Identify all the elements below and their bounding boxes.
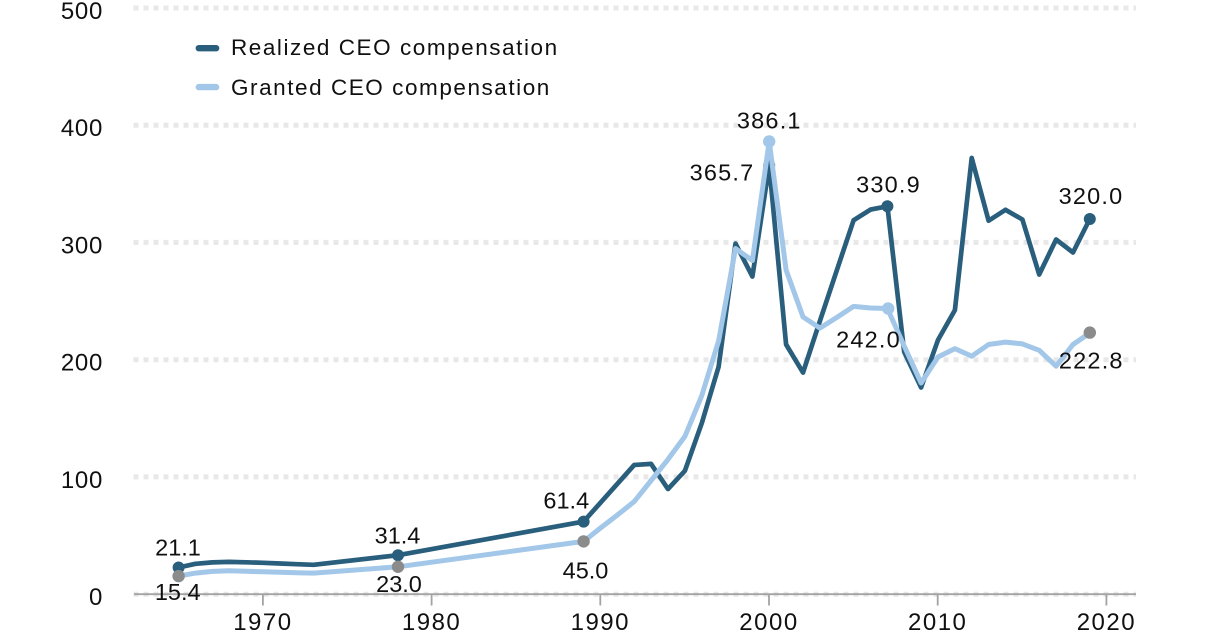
svg-text:21.1: 21.1 bbox=[155, 535, 201, 561]
svg-text:23.0: 23.0 bbox=[376, 571, 422, 597]
svg-text:200: 200 bbox=[61, 350, 103, 377]
svg-text:2020: 2020 bbox=[1077, 609, 1136, 636]
svg-text:222.8: 222.8 bbox=[1059, 348, 1124, 374]
svg-text:242.0: 242.0 bbox=[836, 327, 901, 353]
svg-text:15.4: 15.4 bbox=[155, 579, 201, 605]
svg-text:2010: 2010 bbox=[908, 609, 967, 636]
svg-text:Realized CEO compensation: Realized CEO compensation bbox=[231, 35, 559, 60]
svg-text:1970: 1970 bbox=[233, 609, 292, 636]
svg-text:320.0: 320.0 bbox=[1059, 183, 1124, 209]
svg-text:31.4: 31.4 bbox=[375, 523, 421, 549]
svg-text:400: 400 bbox=[61, 115, 103, 142]
svg-text:0: 0 bbox=[89, 584, 103, 611]
svg-text:365.7: 365.7 bbox=[690, 160, 755, 186]
svg-text:500: 500 bbox=[61, 0, 103, 25]
svg-text:300: 300 bbox=[61, 232, 103, 259]
svg-text:Granted CEO compensation: Granted CEO compensation bbox=[231, 75, 551, 100]
svg-text:61.4: 61.4 bbox=[543, 488, 589, 514]
svg-text:386.1: 386.1 bbox=[737, 108, 802, 134]
svg-text:1990: 1990 bbox=[571, 609, 630, 636]
svg-text:100: 100 bbox=[61, 467, 103, 494]
svg-text:45.0: 45.0 bbox=[563, 558, 609, 584]
svg-text:330.9: 330.9 bbox=[856, 172, 921, 198]
svg-text:1980: 1980 bbox=[402, 609, 461, 636]
svg-text:2000: 2000 bbox=[739, 609, 798, 636]
